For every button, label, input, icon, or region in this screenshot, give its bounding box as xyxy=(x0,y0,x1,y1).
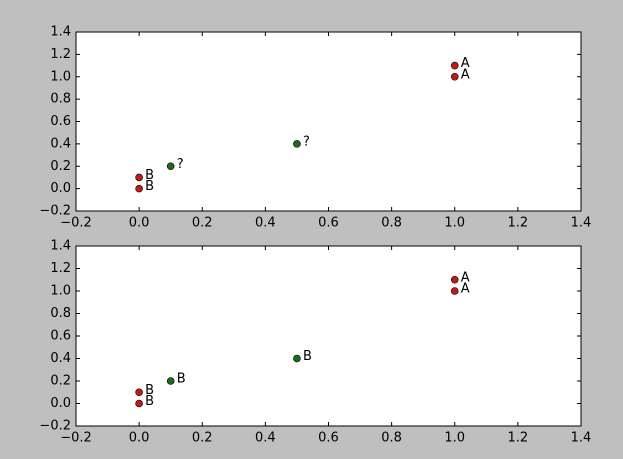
y-tick-label: −0.2 xyxy=(39,419,71,434)
x-tick-label: −0.2 xyxy=(60,216,92,231)
point-label: B xyxy=(145,383,154,398)
y-tick-label: 0.2 xyxy=(50,374,71,389)
x-tick-label: 0.2 xyxy=(192,431,213,446)
x-tick-label: 0.8 xyxy=(381,216,402,231)
x-tick-label: 1.4 xyxy=(571,431,592,446)
x-tick-label: 0.6 xyxy=(318,216,339,231)
point xyxy=(135,184,143,193)
point-label: A xyxy=(461,282,470,297)
x-tick-label: −0.2 xyxy=(60,431,92,446)
point-label: A xyxy=(461,270,470,285)
x-tick-label: 0.6 xyxy=(318,431,339,446)
x-tick-label: 1.2 xyxy=(508,431,529,446)
point-label: B xyxy=(303,349,312,364)
point xyxy=(166,377,175,385)
point-label: A xyxy=(461,67,470,82)
point-label: B xyxy=(177,372,186,387)
x-tick-label: 0.4 xyxy=(255,216,276,231)
point xyxy=(450,72,459,81)
plot-area xyxy=(75,31,582,212)
y-tick-label: 0.4 xyxy=(50,351,71,366)
y-tick-label: 1.0 xyxy=(50,284,71,299)
point-label: A xyxy=(461,56,470,71)
x-tick-label: 1.0 xyxy=(444,431,465,446)
y-tick-label: −0.2 xyxy=(39,204,71,219)
y-tick-label: 0.0 xyxy=(50,181,71,196)
point-label: B xyxy=(145,168,154,183)
point xyxy=(293,140,301,148)
y-tick-label: 0.8 xyxy=(50,306,71,321)
x-tick-label: 0.0 xyxy=(129,216,150,231)
x-tick-label: 1.0 xyxy=(444,216,465,231)
y-tick-label: 0.8 xyxy=(50,92,71,107)
point xyxy=(450,275,459,284)
y-tick-label: 1.2 xyxy=(50,261,71,276)
point xyxy=(135,399,143,408)
point xyxy=(135,388,143,397)
y-tick-label: 0.0 xyxy=(50,396,71,411)
x-tick-label: 1.2 xyxy=(508,216,529,231)
y-tick-label: 0.2 xyxy=(50,159,71,174)
point xyxy=(166,162,175,171)
point-label: ? xyxy=(303,134,310,149)
x-tick-label: 0.8 xyxy=(381,431,402,446)
x-tick-label: 0.4 xyxy=(255,431,276,446)
x-tick-label: 0.2 xyxy=(192,216,213,231)
point-label: B xyxy=(145,394,154,409)
point xyxy=(450,61,459,70)
x-tick-label: 1.4 xyxy=(571,216,592,231)
y-tick-label: 1.0 xyxy=(50,69,71,84)
y-tick-label: 1.2 xyxy=(50,47,71,62)
point xyxy=(135,173,143,182)
point xyxy=(293,354,301,363)
point-label: ? xyxy=(177,157,184,172)
y-tick-label: 0.6 xyxy=(50,114,71,129)
y-tick-label: 0.4 xyxy=(50,136,71,151)
x-tick-label: 0.0 xyxy=(129,431,150,446)
y-tick-label: 0.6 xyxy=(50,329,71,344)
y-tick-label: 1.4 xyxy=(50,25,71,40)
y-tick-label: 1.4 xyxy=(50,239,71,254)
point-label: B xyxy=(145,179,154,194)
point xyxy=(450,287,459,295)
